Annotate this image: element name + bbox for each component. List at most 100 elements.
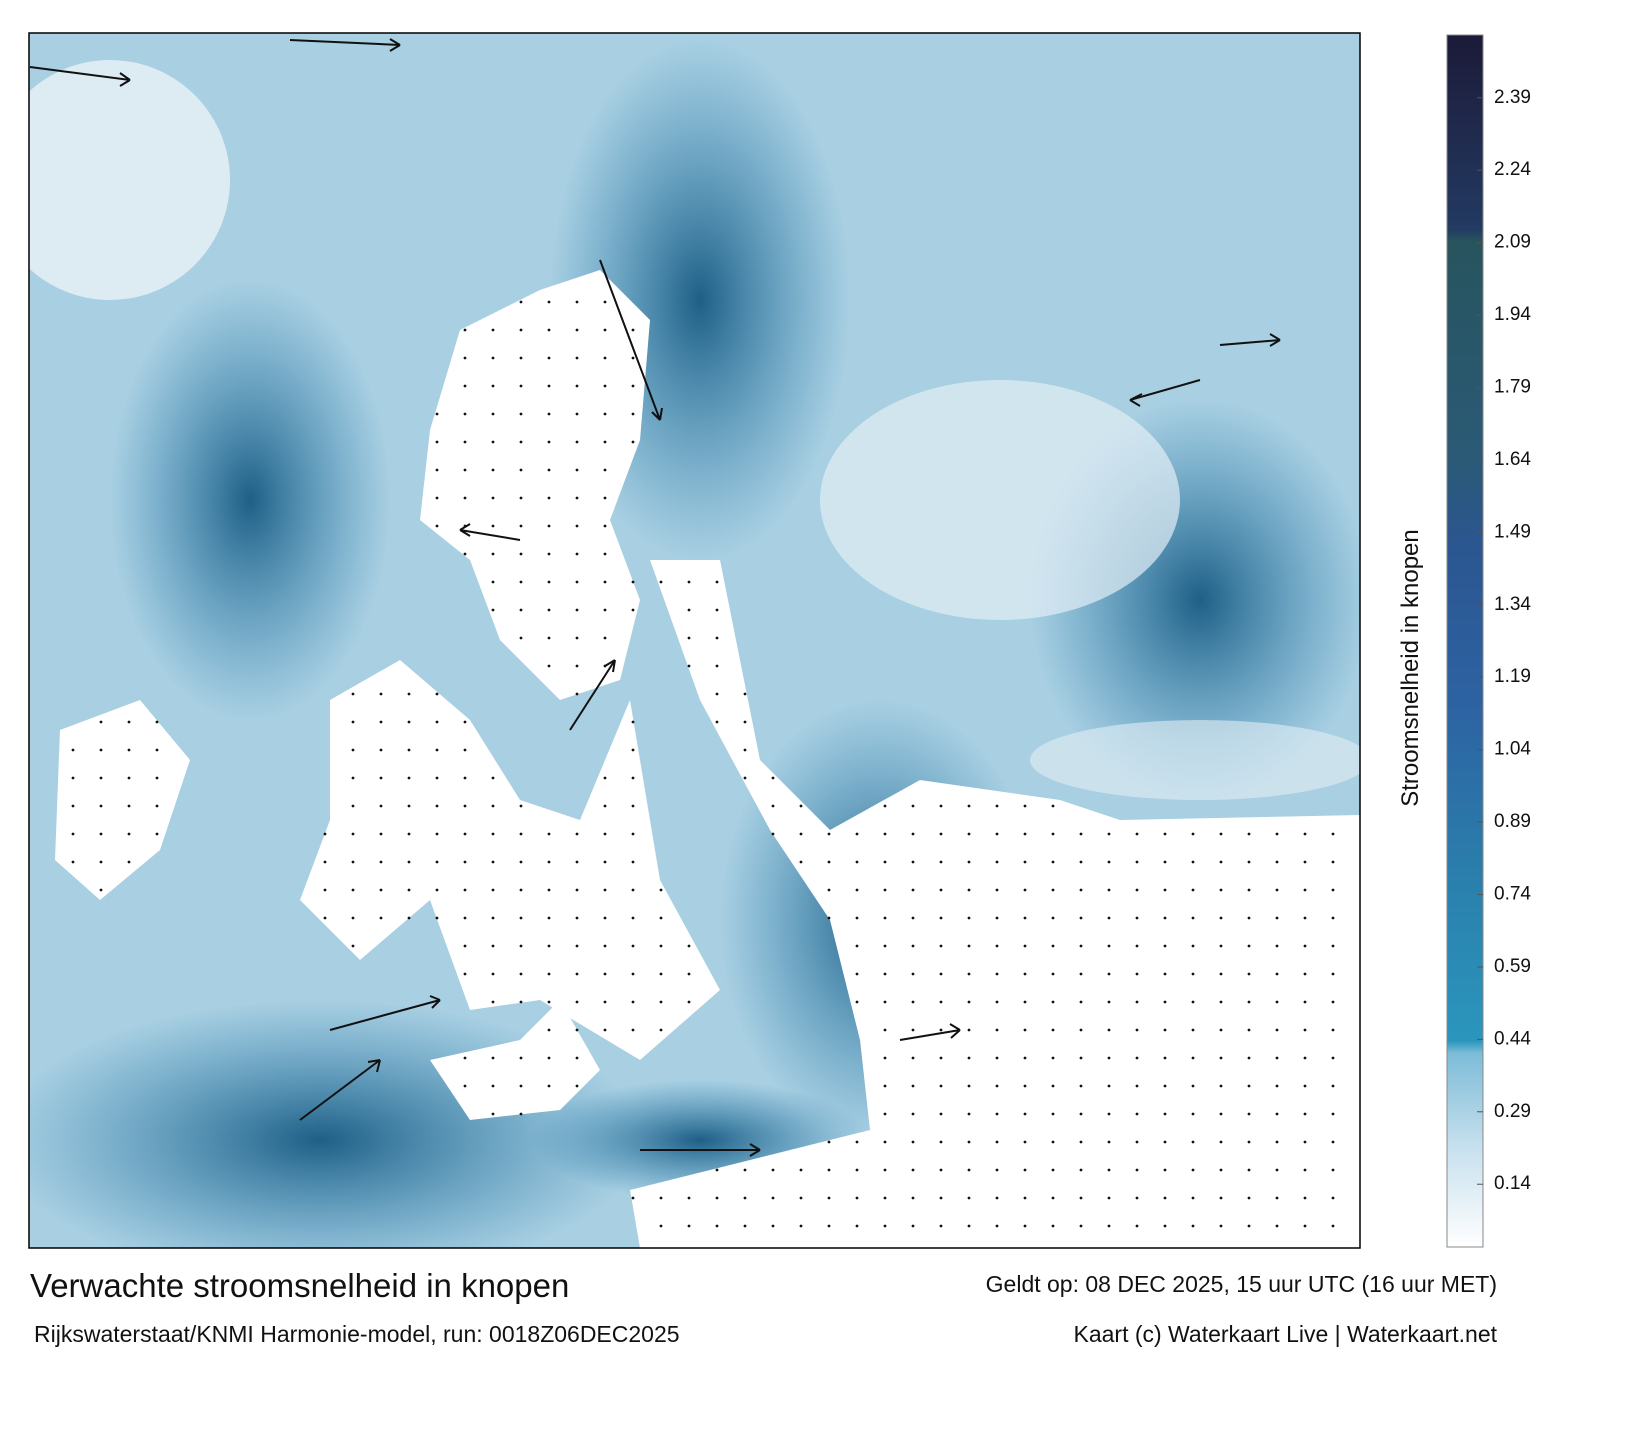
grid-dot <box>1191 916 1195 920</box>
grid-dot <box>659 1224 663 1228</box>
grid-dot <box>407 720 411 724</box>
grid-dot <box>603 972 607 976</box>
grid-dot <box>519 804 523 808</box>
grid-dot <box>491 860 495 864</box>
grid-dot <box>911 888 915 892</box>
grid-dot <box>351 860 355 864</box>
grid-dot <box>771 804 775 808</box>
grid-dot <box>99 776 103 780</box>
grid-dot <box>519 636 523 640</box>
grid-dot <box>911 916 915 920</box>
grid-dot <box>1331 1084 1335 1088</box>
grid-dot <box>603 384 607 388</box>
grid-dot <box>1191 1028 1195 1032</box>
grid-dot <box>715 1224 719 1228</box>
grid-dot <box>1023 804 1027 808</box>
grid-dot <box>435 692 439 696</box>
grid-dot <box>519 300 523 304</box>
grid-dot <box>1107 1112 1111 1116</box>
grid-dot <box>939 972 943 976</box>
grid-dot <box>99 720 103 724</box>
grid-dot <box>519 412 523 416</box>
grid-dot <box>463 860 467 864</box>
grid-dot <box>127 720 131 724</box>
grid-dot <box>1247 972 1251 976</box>
grid-dot <box>995 888 999 892</box>
grid-dot <box>631 944 635 948</box>
grid-dot <box>99 832 103 836</box>
grid-dot <box>1023 832 1027 836</box>
grid-dot <box>659 1028 663 1032</box>
grid-dot <box>435 468 439 472</box>
grid-dot <box>631 916 635 920</box>
grid-dot <box>99 860 103 864</box>
grid-dot <box>1331 1224 1335 1228</box>
grid-dot <box>1107 832 1111 836</box>
grid-dot <box>1275 888 1279 892</box>
grid-dot <box>995 1168 999 1172</box>
grid-dot <box>1135 1196 1139 1200</box>
grid-dot <box>575 1056 579 1060</box>
grid-dot <box>883 1196 887 1200</box>
grid-dot <box>127 832 131 836</box>
grid-dot <box>1079 832 1083 836</box>
grid-dot <box>967 1112 971 1116</box>
grid-dot <box>1163 1084 1167 1088</box>
grid-dot <box>995 1084 999 1088</box>
grid-dot <box>407 860 411 864</box>
grid-dot <box>519 916 523 920</box>
colorbar-tick-label: 1.94 <box>1494 304 1531 325</box>
grid-dot <box>407 776 411 780</box>
grid-dot <box>1079 1084 1083 1088</box>
grid-dot <box>1023 972 1027 976</box>
grid-dot <box>687 944 691 948</box>
grid-dot <box>1051 1168 1055 1172</box>
arrow <box>29 66 131 87</box>
grid-dot <box>519 496 523 500</box>
grid-dot <box>1051 1224 1055 1228</box>
grid-dot <box>687 608 691 612</box>
grid-dot <box>575 1084 579 1088</box>
grid-dot <box>1191 1168 1195 1172</box>
grid-dot <box>407 888 411 892</box>
grid-dot <box>1107 1140 1111 1144</box>
grid-dot <box>1191 944 1195 948</box>
colorbar-tick-label: 0.14 <box>1494 1173 1531 1194</box>
grid-dot <box>1079 1196 1083 1200</box>
grid-dot <box>1079 972 1083 976</box>
land <box>55 270 1360 1248</box>
arrow <box>1129 379 1201 407</box>
grid-dot <box>1163 972 1167 976</box>
grid-dot <box>1247 944 1251 948</box>
grid-dot <box>995 1028 999 1032</box>
grid-dot <box>883 1000 887 1004</box>
grid-dot <box>995 1140 999 1144</box>
grid-dot <box>827 888 831 892</box>
grid-dot <box>1303 1000 1307 1004</box>
grid-dot <box>799 832 803 836</box>
grid-dot <box>575 832 579 836</box>
grid-dot <box>323 860 327 864</box>
grid-dot <box>631 888 635 892</box>
grid-dot <box>743 720 747 724</box>
grid-dot <box>1331 832 1335 836</box>
grid-dot <box>827 1224 831 1228</box>
grid-dot <box>1275 944 1279 948</box>
grid-dot <box>603 832 607 836</box>
grid-dot <box>1219 1224 1223 1228</box>
grid-dot <box>575 328 579 332</box>
grid-dot <box>995 916 999 920</box>
grid-dot <box>1331 888 1335 892</box>
grid-dot <box>463 748 467 752</box>
grid-dot <box>351 748 355 752</box>
colorbar-tick-label: 2.24 <box>1494 159 1531 180</box>
grid-dot <box>547 524 551 528</box>
grid-dot <box>631 412 635 416</box>
title: Verwachte stroomsnelheid in knopen <box>30 1267 569 1304</box>
grid-dot <box>1135 972 1139 976</box>
grid-dot <box>491 356 495 360</box>
grid-dot <box>491 888 495 892</box>
grid-dot <box>855 1140 859 1144</box>
